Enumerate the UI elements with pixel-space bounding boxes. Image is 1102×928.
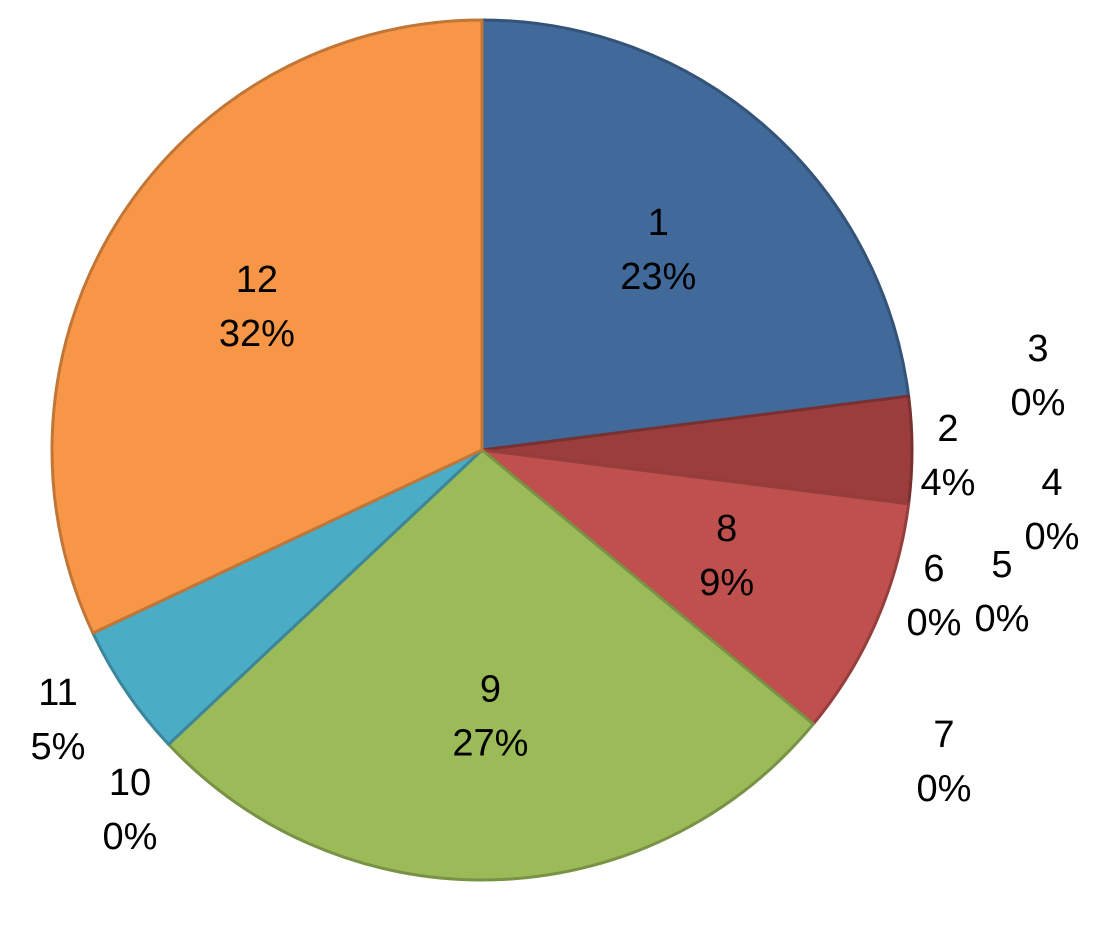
- slice-percent-label-11: 5%: [31, 726, 86, 768]
- pie-slices: [50, 18, 914, 882]
- pie-slice-8: [480, 448, 911, 726]
- slice-percent-label-4: 0%: [1025, 516, 1080, 558]
- slice-category-label-5: 5: [991, 544, 1012, 586]
- slice-percent-label-5: 0%: [975, 598, 1030, 640]
- slice-category-label-2: 2: [937, 408, 958, 450]
- slice-percent-label-2: 4%: [921, 462, 976, 504]
- slice-category-label-4: 4: [1041, 462, 1062, 504]
- slice-category-label-9: 9: [480, 669, 501, 711]
- slice-percent-label-1: 23%: [620, 256, 696, 298]
- pie-slice-1: [480, 18, 911, 452]
- slice-percent-label-12: 32%: [219, 313, 295, 355]
- slice-category-label-10: 10: [109, 762, 151, 804]
- slice-category-label-3: 3: [1027, 328, 1048, 370]
- pie-slice-9: [167, 448, 815, 882]
- pie-slice-12: [50, 18, 484, 635]
- slice-category-label-1: 1: [648, 202, 669, 244]
- slice-percent-label-3: 0%: [1011, 382, 1066, 424]
- slice-category-label-6: 6: [923, 548, 944, 590]
- slice-percent-label-9: 27%: [452, 723, 528, 765]
- slice-percent-label-10: 0%: [103, 816, 158, 858]
- slice-category-label-12: 12: [236, 259, 278, 301]
- pie-labels: 1 23% 2 4% 3 0% 4 0% 5 0% 6 0% 7 0% 8 9% 9 27% 10 0% 11 5% 12 3…: [31, 202, 1080, 858]
- slice-percent-label-7: 0%: [917, 768, 972, 810]
- slice-category-label-8: 8: [716, 508, 737, 550]
- slice-category-label-7: 7: [933, 714, 954, 756]
- slice-category-label-11: 11: [38, 672, 77, 714]
- slice-percent-label-6: 0%: [907, 602, 962, 644]
- slice-percent-label-8: 9%: [699, 562, 754, 604]
